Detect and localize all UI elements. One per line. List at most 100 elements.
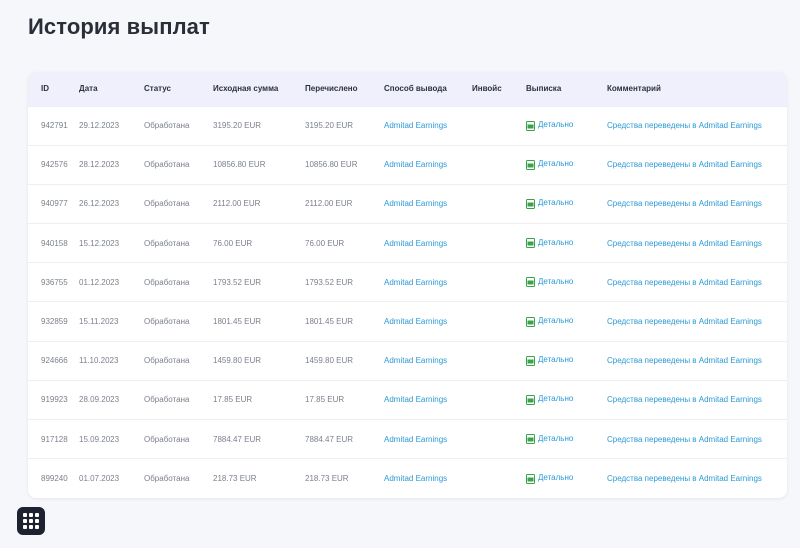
cell-method-link[interactable]: Admitad Earnings	[384, 317, 448, 327]
cell-invoice	[472, 106, 526, 145]
apps-menu-button[interactable]	[17, 507, 45, 535]
cell-invoice	[472, 341, 526, 380]
cell-method-link[interactable]: Admitad Earnings	[384, 434, 448, 444]
cell-status: Обработана	[144, 356, 190, 366]
statement-detail-label: Детально	[538, 316, 574, 326]
cell-comment-link[interactable]: Средства переведены в Admitad Earnings	[607, 434, 762, 444]
header-status[interactable]: Статус	[144, 84, 171, 94]
cell-status: Обработана	[144, 474, 190, 484]
cell-method-link[interactable]: Admitad Earnings	[384, 277, 448, 287]
header-source-amount[interactable]: Исходная сумма	[213, 84, 279, 94]
cell-source-amount: 76.00 EUR	[213, 238, 253, 248]
pdf-document-icon	[526, 159, 535, 170]
cell-comment-link[interactable]: Средства переведены в Admitad Earnings	[607, 199, 762, 209]
table-row: 942791 29.12.2023 Обработана 3195.20 EUR 319…	[28, 106, 787, 145]
statement-detail-link[interactable]: Детально	[526, 237, 573, 249]
cell-transferred: 7884.47 EUR	[305, 434, 354, 444]
header-method[interactable]: Способ вывода	[384, 84, 447, 94]
header-date[interactable]: Дата	[79, 84, 98, 94]
cell-statement: Детально	[526, 184, 607, 223]
cell-method-link[interactable]: Admitad Earnings	[384, 199, 448, 209]
statement-detail-label: Детально	[538, 198, 574, 208]
cell-transferred: 76.00 EUR	[305, 238, 345, 248]
cell-comment-link[interactable]: Средства переведены в Admitad Earnings	[607, 121, 762, 131]
cell-source-amount: 218.73 EUR	[213, 474, 257, 484]
statement-detail-label: Детально	[538, 473, 574, 483]
cell-invoice	[472, 420, 526, 459]
cell-invoice	[472, 224, 526, 263]
statement-detail-label: Детально	[538, 120, 574, 130]
cell-date: 01.12.2023	[79, 277, 120, 287]
cell-source-amount: 2112.00 EUR	[213, 199, 261, 209]
header-statement[interactable]: Выписка	[526, 84, 562, 94]
payouts-table-card: ID Дата Статус Исходная сумма Перечислен…	[28, 72, 787, 498]
statement-detail-link[interactable]: Детально	[526, 276, 574, 288]
table-header-row: ID Дата Статус Исходная сумма Перечислен…	[28, 72, 787, 106]
pdf-document-icon	[526, 394, 535, 405]
statement-detail-link[interactable]: Детально	[526, 433, 574, 445]
cell-date: 15.09.2023	[79, 434, 120, 444]
cell-statement: Детально	[526, 459, 607, 498]
cell-statement: Детально	[526, 380, 607, 419]
table-row: 917128 15.09.2023 Обработана 7884.47 EUR 788…	[28, 419, 787, 459]
cell-source-amount: 1459.80 EUR	[213, 356, 262, 366]
cell-status: Обработана	[144, 395, 190, 405]
cell-method-link[interactable]: Admitad Earnings	[384, 474, 448, 484]
statement-detail-link[interactable]: Детально	[526, 473, 574, 484]
cell-method-link[interactable]: Admitad Earnings	[384, 121, 448, 131]
statement-detail-label: Детально	[538, 276, 574, 286]
statement-detail-link[interactable]: Детально	[526, 198, 574, 209]
cell-comment-link[interactable]: Средства переведены в Admitad Earnings	[607, 474, 762, 484]
table-row: 919923 28.09.2023 Обработана 17.85 EUR 17.85…	[28, 380, 787, 419]
pdf-document-icon	[526, 434, 535, 445]
statement-detail-link[interactable]: Детально	[526, 394, 574, 405]
cell-id: 932859	[41, 317, 68, 327]
statement-detail-label: Детально	[538, 355, 574, 365]
pdf-document-icon	[526, 198, 535, 209]
cell-method-link[interactable]: Admitad Earnings	[384, 238, 448, 248]
table-row: 942576 28.12.2023 Обработана 10856.80 EUR 10…	[28, 145, 787, 184]
header-comment[interactable]: Комментарий	[607, 84, 661, 94]
cell-comment-link[interactable]: Средства переведены в Admitad Earnings	[607, 160, 762, 170]
header-transferred[interactable]: Перечислено	[305, 84, 358, 94]
cell-id: 924666	[41, 356, 68, 366]
pdf-document-icon	[526, 473, 535, 484]
table-row: 940158 15.12.2023 Обработана 76.00 EUR 76.00…	[28, 223, 787, 263]
pdf-document-icon	[526, 238, 535, 249]
cell-method-link[interactable]: Admitad Earnings	[384, 395, 448, 405]
cell-invoice	[472, 145, 526, 184]
cell-source-amount: 7884.47 EUR	[213, 434, 262, 444]
statement-detail-label: Детально	[538, 433, 574, 443]
cell-invoice	[472, 380, 526, 419]
cell-method-link[interactable]: Admitad Earnings	[384, 160, 448, 170]
cell-status: Обработана	[144, 434, 190, 444]
table-row: 924666 11.10.2023 Обработана 1459.80 EUR 145…	[28, 341, 787, 380]
header-invoice[interactable]: Инвойс	[472, 84, 502, 94]
cell-id: 942791	[41, 121, 68, 131]
cell-date: 15.11.2023	[79, 317, 119, 327]
cell-statement: Детально	[526, 302, 607, 341]
cell-method-link[interactable]: Admitad Earnings	[384, 356, 448, 366]
statement-detail-link[interactable]: Детально	[526, 316, 574, 327]
cell-statement: Детально	[526, 263, 607, 302]
cell-transferred: 3195.20 EUR	[305, 121, 354, 131]
table-row: 936755 01.12.2023 Обработана 1793.52 EUR 179…	[28, 262, 787, 302]
cell-date: 01.07.2023	[79, 474, 120, 484]
cell-comment-link[interactable]: Средства переведены в Admitad Earnings	[607, 395, 762, 405]
cell-date: 29.12.2023	[79, 121, 120, 131]
cell-statement: Детально	[526, 420, 607, 459]
statement-detail-label: Детально	[538, 394, 574, 404]
cell-date: 15.12.2023	[79, 238, 120, 248]
statement-detail-link[interactable]: Детально	[526, 159, 573, 170]
cell-statement: Детально	[526, 106, 607, 145]
cell-date: 28.12.2023	[79, 160, 120, 170]
statement-detail-link[interactable]: Детально	[526, 355, 574, 366]
cell-comment-link[interactable]: Средства переведены в Admitad Earnings	[607, 277, 762, 287]
cell-transferred: 2112.00 EUR	[305, 199, 353, 209]
header-id[interactable]: ID	[41, 84, 49, 94]
cell-comment-link[interactable]: Средства переведены в Admitad Earnings	[607, 238, 762, 248]
statement-detail-link[interactable]: Детально	[526, 120, 574, 131]
cell-comment-link[interactable]: Средства переведены в Admitad Earnings	[607, 356, 762, 366]
cell-transferred: 218.73 EUR	[305, 474, 349, 484]
cell-comment-link[interactable]: Средства переведены в Admitad Earnings	[607, 317, 762, 327]
